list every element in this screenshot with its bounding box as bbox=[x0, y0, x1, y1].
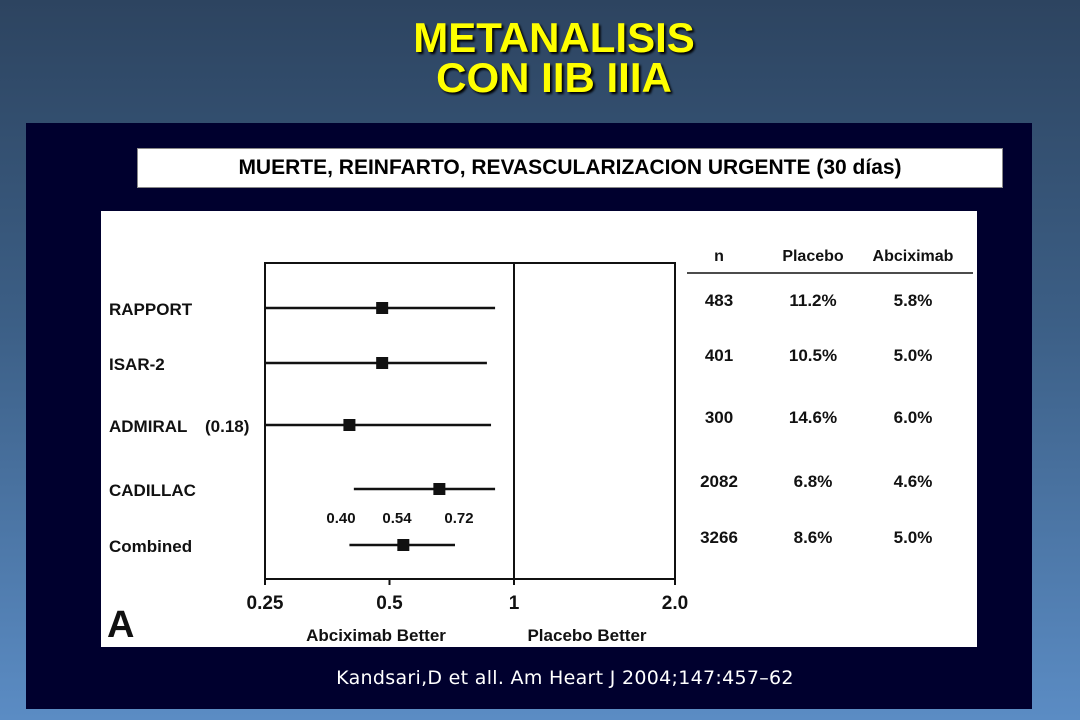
table-cell: 483 bbox=[705, 291, 733, 310]
table-cell: 2082 bbox=[700, 472, 738, 491]
table-cell: 6.8% bbox=[794, 472, 833, 491]
slide-title: METANALISIS CON IIB IIIA bbox=[0, 14, 1080, 101]
forest-plot: 0.25 0.5 1 2.0 Abciximab Better Placebo Bette… bbox=[107, 248, 973, 646]
title-line-2: CON IIB IIIA bbox=[436, 54, 672, 101]
column-header: Placebo bbox=[782, 248, 844, 265]
table-cell: 5.8% bbox=[894, 291, 933, 310]
point-estimate bbox=[376, 357, 389, 369]
table-cell: 10.5% bbox=[789, 346, 837, 365]
table-cell: 14.6% bbox=[789, 408, 837, 427]
table-cell: 300 bbox=[705, 408, 733, 427]
point-estimate bbox=[397, 539, 410, 551]
table-cell: 6.0% bbox=[894, 408, 933, 427]
x-tick-label: 0.5 bbox=[376, 593, 403, 614]
point-estimate bbox=[376, 302, 389, 314]
study-label: Combined bbox=[109, 537, 192, 556]
x-label-right: Placebo Better bbox=[527, 626, 646, 645]
x-label-left: Abciximab Better bbox=[306, 626, 446, 645]
table-cell: 5.0% bbox=[894, 346, 933, 365]
outcome-subtitle: MUERTE, REINFARTO, REVASCULARIZACION URG… bbox=[137, 148, 1003, 188]
column-header: n bbox=[714, 248, 724, 265]
ci-value-label: 0.40 bbox=[326, 510, 355, 527]
point-estimate bbox=[343, 419, 356, 431]
column-header: Abciximab bbox=[873, 248, 954, 265]
study-note: (0.18) bbox=[205, 417, 249, 436]
table-cell: 8.6% bbox=[794, 528, 833, 547]
study-label: CADILLAC bbox=[109, 481, 196, 500]
table-cell: 401 bbox=[705, 346, 733, 365]
table-cell: 3266 bbox=[700, 528, 738, 547]
x-tick-label: 0.25 bbox=[247, 593, 284, 614]
study-label: ADMIRAL bbox=[109, 417, 187, 436]
title-line-1: METANALISIS bbox=[413, 14, 695, 61]
table-cell: 5.0% bbox=[894, 528, 933, 547]
panel-label: A bbox=[107, 604, 134, 646]
study-label: ISAR-2 bbox=[109, 355, 165, 374]
study-label: RAPPORT bbox=[109, 300, 193, 319]
forest-plot-figure: 0.25 0.5 1 2.0 Abciximab Better Placebo Bette… bbox=[101, 211, 977, 647]
ci-value-label: 0.72 bbox=[444, 510, 473, 527]
table-cell: 11.2% bbox=[789, 291, 836, 310]
citation: Kandsari,D et all. Am Heart J 2004;147:4… bbox=[336, 667, 794, 689]
plot-frame bbox=[264, 262, 676, 580]
x-tick-label: 1 bbox=[509, 593, 520, 614]
x-tick-label: 2.0 bbox=[662, 593, 688, 614]
ci-value-label: 0.54 bbox=[382, 510, 412, 527]
point-estimate bbox=[433, 483, 446, 495]
table-cell: 4.6% bbox=[894, 472, 933, 491]
